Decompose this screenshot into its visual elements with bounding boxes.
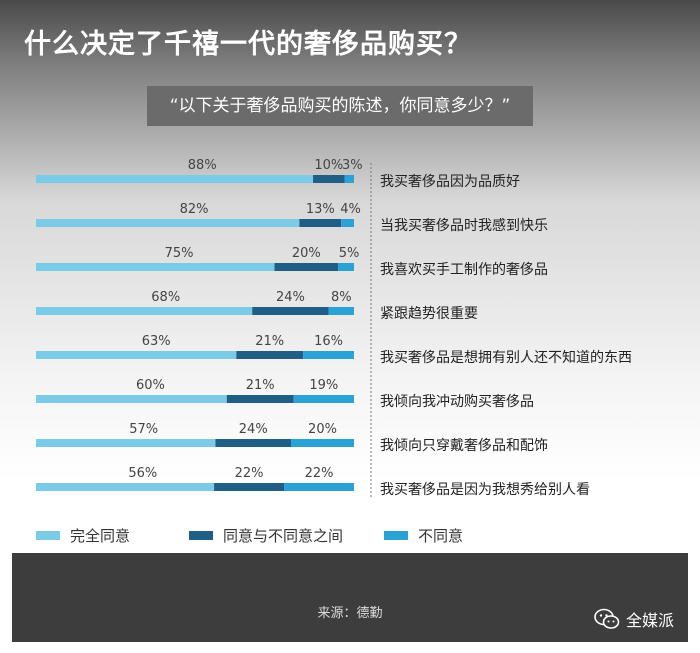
legend-label: 完全同意 <box>70 526 131 545</box>
legend-swatch <box>189 530 213 540</box>
legend-item: 不同意 <box>384 520 463 550</box>
source-note: 来源：德勤 <box>317 606 383 621</box>
category-label: 当我买奢侈品时我感到快乐 <box>380 217 548 234</box>
stacked-bar-chart: 88% 10%3% 我买奢侈品因为品质好 82% 13% 4% 当我买奢侈品时我感到快乐 75… <box>36 158 632 498</box>
data-label: 75% <box>165 246 194 261</box>
data-label: 10% <box>314 158 343 173</box>
data-label: 57% <box>129 422 158 437</box>
category-label: 我倾向我冲动购买奢侈品 <box>380 394 534 410</box>
page-title: 什么决定了千禧一代的奢侈品购买？ <box>24 29 472 60</box>
data-label: 22% <box>235 466 264 481</box>
chart-subtitle: “以下关于奢侈品购买的陈述，你同意多少？” <box>147 86 533 126</box>
bar-segment <box>328 307 354 315</box>
bar-segment <box>341 219 354 227</box>
category-label: 我喜欢买手工制作的奢侈品 <box>380 262 548 278</box>
bar-segment <box>299 219 342 227</box>
brand-label: 全媒派 <box>625 611 674 630</box>
bar-segment <box>226 395 294 403</box>
brand-logo: 全媒派 <box>594 607 674 631</box>
category-label: 我买奢侈品因为品质好 <box>380 174 520 190</box>
data-label: 5% <box>339 246 360 261</box>
data-label: 63% <box>142 334 171 349</box>
data-label: 20% <box>308 422 337 437</box>
bar-segment <box>313 175 345 183</box>
bar-segment <box>344 175 354 183</box>
bar-segment <box>215 439 292 447</box>
legend-swatch <box>384 530 408 540</box>
data-label: 13% <box>306 202 335 217</box>
bar-segment <box>293 395 354 403</box>
legend-item: 完全同意 <box>36 520 130 550</box>
data-label: 8% <box>331 290 352 305</box>
bar-segment <box>36 439 216 447</box>
bar-segment <box>291 439 354 447</box>
footer: 来源：德勤 全媒派 <box>12 553 688 642</box>
data-label: 68% <box>151 290 180 305</box>
bar-segment <box>214 483 285 491</box>
data-label: 21% <box>255 334 284 349</box>
data-label: 3% <box>342 158 363 173</box>
category-label: 我买奢侈品是想拥有别人还不知道的东西 <box>380 349 632 366</box>
data-label: 20% <box>292 246 321 261</box>
bar-segment <box>36 263 275 271</box>
bar-segment <box>36 395 227 403</box>
data-label: 24% <box>276 290 305 305</box>
data-label: 88% <box>188 158 217 173</box>
data-label: 19% <box>309 378 338 393</box>
legend-item: 同意与不同意之间 <box>189 520 343 550</box>
bar-segment <box>338 263 354 271</box>
bar-segment <box>274 263 339 271</box>
data-label: 21% <box>246 378 275 393</box>
bar-segment <box>236 351 304 359</box>
data-label: 22% <box>305 466 334 481</box>
bar-segment <box>284 483 354 491</box>
bar-segment <box>303 351 354 359</box>
data-label: 16% <box>314 334 343 349</box>
category-label: 我买奢侈品是因为我想秀给别人看 <box>380 482 590 498</box>
data-label: 82% <box>180 202 209 217</box>
data-label: 60% <box>136 378 165 393</box>
legend-label: 同意与不同意之间 <box>223 526 344 545</box>
bar-segment <box>36 351 237 359</box>
bar-segment <box>36 307 253 315</box>
bar-segment <box>36 483 215 491</box>
bar-segment <box>36 219 300 227</box>
wechat-icon <box>594 608 620 629</box>
legend-swatch <box>36 530 60 540</box>
category-label: 紧跟趋势很重要 <box>380 306 478 322</box>
category-label: 我倾向只穿戴奢侈品和配饰 <box>380 438 548 454</box>
data-label: 56% <box>128 466 157 481</box>
bar-segment <box>252 307 329 315</box>
bar-segment <box>36 175 314 183</box>
data-label: 24% <box>239 422 268 437</box>
legend-label: 不同意 <box>418 526 464 545</box>
data-label: 4% <box>340 202 361 217</box>
chart-legend: 完全同意 同意与不同意之间 不同意 <box>0 520 700 550</box>
